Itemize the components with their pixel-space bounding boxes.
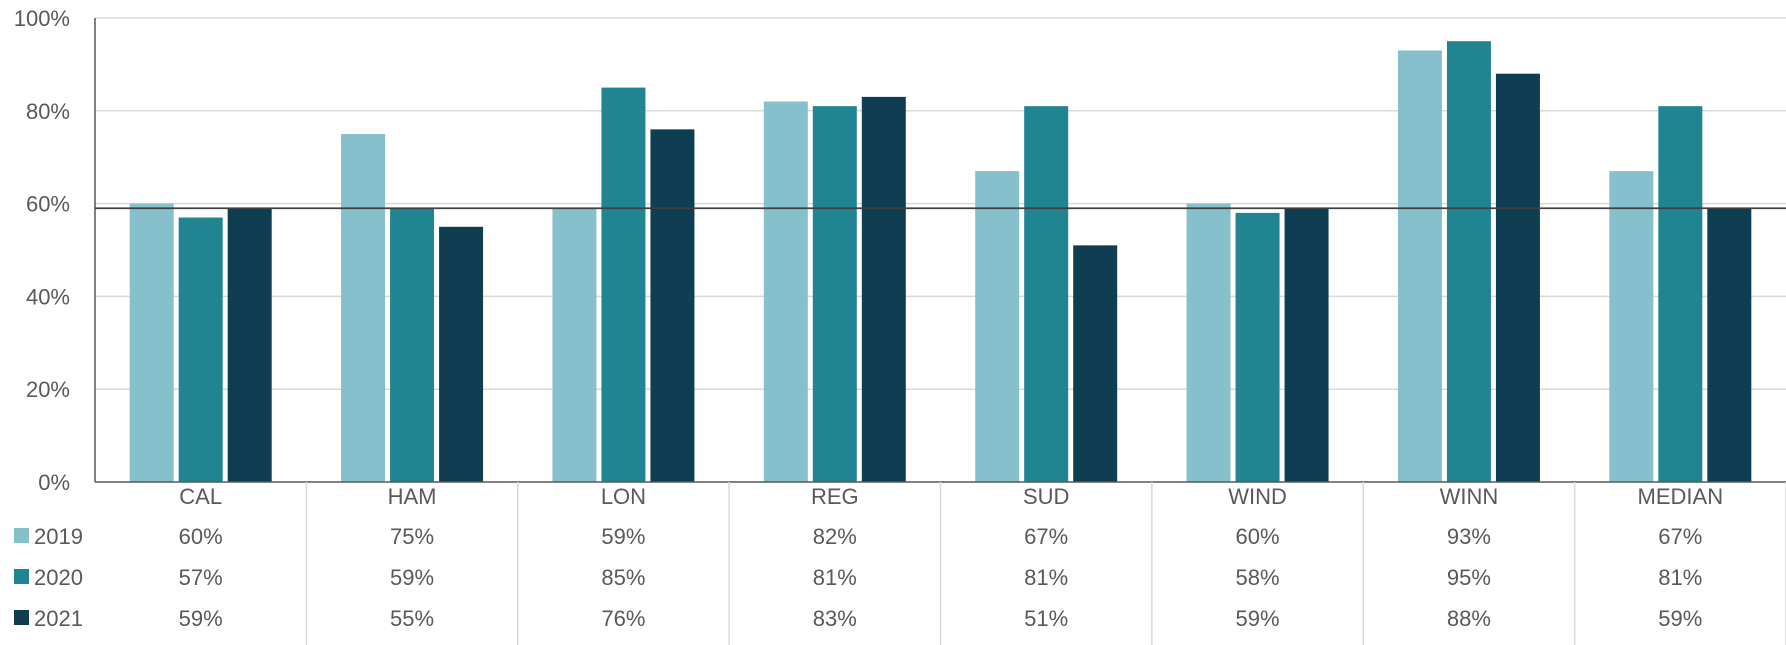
y-tick-label: 80% — [26, 99, 70, 124]
data-label: 55% — [390, 606, 434, 631]
data-label: 59% — [1658, 606, 1702, 631]
bar-2020-winn — [1446, 41, 1491, 482]
bar-2020-wind — [1235, 212, 1280, 482]
data-label: 59% — [390, 565, 434, 590]
data-label: 59% — [179, 606, 223, 631]
y-tick-label: 20% — [26, 377, 70, 402]
legend-swatch-2021 — [14, 610, 29, 625]
data-label: 93% — [1447, 524, 1491, 549]
x-tick-label: REG — [811, 484, 859, 509]
y-tick-label: 60% — [26, 192, 70, 217]
bar-2019-winn — [1397, 50, 1442, 482]
bar-2021-winn — [1495, 73, 1540, 483]
data-label: 81% — [1658, 565, 1702, 590]
y-tick-label: 40% — [26, 284, 70, 309]
legend-swatch-2020 — [14, 569, 29, 584]
data-label: 76% — [601, 606, 645, 631]
bar-2021-ham — [439, 226, 484, 482]
data-label: 51% — [1024, 606, 1068, 631]
x-tick-label: WINN — [1440, 484, 1499, 509]
legend-label: 2021 — [34, 606, 83, 631]
legend-swatch-2019 — [14, 528, 29, 543]
bar-2021-sud — [1073, 245, 1118, 482]
x-tick-label: WIND — [1228, 484, 1287, 509]
bar-2020-lon — [601, 87, 646, 482]
data-label: 60% — [1236, 524, 1280, 549]
bar-2021-median — [1707, 208, 1752, 483]
bar-2019-reg — [763, 101, 808, 483]
data-label: 88% — [1447, 606, 1491, 631]
data-label: 59% — [1236, 606, 1280, 631]
legend-label: 2019 — [34, 524, 83, 549]
x-tick-label: MEDIAN — [1638, 484, 1724, 509]
bar-2021-cal — [227, 208, 272, 483]
data-label: 81% — [813, 565, 857, 590]
bar-2020-ham — [390, 208, 435, 483]
legend-label: 2020 — [34, 565, 83, 590]
data-label: 75% — [390, 524, 434, 549]
x-tick-label: CAL — [179, 484, 222, 509]
data-label: 95% — [1447, 565, 1491, 590]
data-label: 59% — [601, 524, 645, 549]
bar-2021-reg — [861, 96, 906, 482]
bar-2019-cal — [129, 203, 174, 482]
data-label: 58% — [1236, 565, 1280, 590]
bar-2019-wind — [1186, 203, 1231, 482]
data-label: 67% — [1658, 524, 1702, 549]
bar-2020-median — [1658, 106, 1703, 482]
data-label: 60% — [179, 524, 223, 549]
y-tick-label: 0% — [38, 470, 70, 495]
data-label: 67% — [1024, 524, 1068, 549]
x-tick-label: SUD — [1023, 484, 1069, 509]
x-tick-label: HAM — [388, 484, 437, 509]
bar-2021-lon — [650, 129, 695, 483]
x-tick-label: LON — [601, 484, 646, 509]
bar-2020-reg — [812, 106, 857, 482]
data-label: 83% — [813, 606, 857, 631]
data-label: 57% — [179, 565, 223, 590]
data-label: 81% — [1024, 565, 1068, 590]
bar-2019-median — [1609, 171, 1654, 482]
bar-2020-sud — [1024, 106, 1069, 482]
bar-2019-lon — [552, 208, 597, 483]
bar-2021-wind — [1284, 208, 1329, 483]
bar-2019-sud — [975, 171, 1020, 482]
y-tick-label: 100% — [14, 6, 70, 31]
data-label: 82% — [813, 524, 857, 549]
data-label: 85% — [601, 565, 645, 590]
bar-2020-cal — [178, 217, 223, 482]
bar-2019-ham — [341, 134, 386, 482]
